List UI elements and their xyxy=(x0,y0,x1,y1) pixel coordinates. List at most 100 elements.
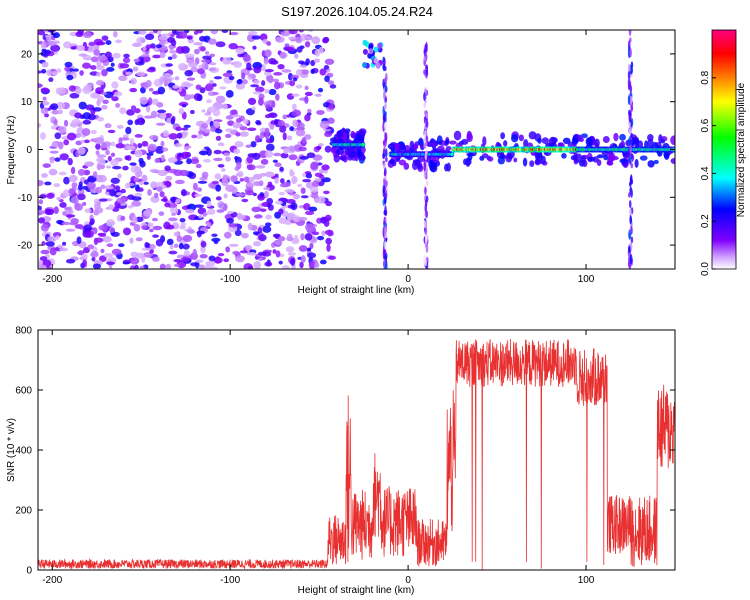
noise-blob xyxy=(111,231,120,237)
vertical-streak xyxy=(385,72,388,82)
noise-blob xyxy=(192,248,198,257)
noise-blob xyxy=(232,250,240,255)
band-halo xyxy=(653,159,659,165)
noise-blob xyxy=(51,142,59,148)
noise-blob xyxy=(174,143,183,148)
band-halo xyxy=(596,159,602,167)
band-halo xyxy=(510,134,519,143)
band-halo xyxy=(350,130,356,139)
noise-blob xyxy=(272,159,279,163)
noise-blob xyxy=(242,79,248,85)
noise-blob xyxy=(157,109,167,114)
band-halo xyxy=(571,136,579,146)
band-halo xyxy=(500,132,506,140)
noise-blob xyxy=(64,65,71,72)
vertical-streak xyxy=(425,69,429,77)
noise-blob xyxy=(273,72,283,76)
vertical-streak xyxy=(423,172,427,179)
noise-blob xyxy=(307,108,312,113)
vertical-streak xyxy=(383,209,387,216)
vertical-streak xyxy=(423,56,427,62)
noise-blob xyxy=(42,96,47,101)
band-halo xyxy=(534,159,543,165)
vertical-streak xyxy=(628,181,632,187)
noise-blob xyxy=(97,232,107,236)
noise-blob xyxy=(172,84,180,89)
colorbar-tick-label: 0.0 xyxy=(700,262,711,276)
vertical-streak xyxy=(383,171,387,177)
noise-blob xyxy=(125,182,131,189)
noise-blob xyxy=(92,263,102,269)
noise-blob xyxy=(311,193,319,199)
noise-blob xyxy=(318,46,324,54)
noise-blob xyxy=(38,179,44,187)
noise-blob xyxy=(107,155,112,162)
noise-blob xyxy=(280,30,291,37)
noise-blob xyxy=(88,221,94,226)
noise-blob xyxy=(125,126,132,135)
noise-blob xyxy=(173,263,180,268)
noise-blob xyxy=(225,89,234,98)
noise-blob xyxy=(297,216,308,221)
noise-blob xyxy=(59,202,67,208)
noise-blob xyxy=(258,97,264,106)
band-halo xyxy=(403,162,410,170)
noise-blob xyxy=(83,169,91,176)
noise-blob xyxy=(228,223,238,228)
noise-blob xyxy=(58,171,67,176)
noise-blob xyxy=(75,140,83,146)
noise-blob xyxy=(198,130,204,135)
noise-blob xyxy=(253,214,263,219)
noise-blob xyxy=(273,152,282,157)
noise-blob xyxy=(245,190,255,196)
noise-blob xyxy=(279,51,287,59)
noise-blob xyxy=(97,55,108,61)
band-halo xyxy=(585,137,594,146)
noise-blob xyxy=(78,184,83,191)
noise-blob xyxy=(191,134,198,139)
noise-blob xyxy=(193,30,199,35)
vertical-streak xyxy=(423,92,426,101)
noise-blob xyxy=(279,125,287,133)
noise-blob xyxy=(251,206,261,213)
noise-blob xyxy=(247,164,256,171)
noise-blob xyxy=(40,223,50,232)
noise-blob xyxy=(88,41,96,47)
noise-blob xyxy=(221,30,229,33)
noise-blob xyxy=(56,244,64,249)
noise-blob xyxy=(53,118,58,126)
noise-blob xyxy=(93,49,101,56)
noise-blob xyxy=(304,85,309,91)
noise-blob xyxy=(122,165,129,171)
noise-blob xyxy=(151,217,158,222)
y-tick-label: 600 xyxy=(15,386,32,397)
noise-blob xyxy=(201,59,211,63)
band-halo xyxy=(607,161,614,166)
noise-blob xyxy=(159,191,165,198)
noise-blob xyxy=(141,225,149,231)
noise-blob xyxy=(133,58,140,63)
band-halo xyxy=(356,147,362,158)
noise-blob xyxy=(74,224,84,230)
noise-blob xyxy=(184,53,195,59)
noise-blob xyxy=(161,184,167,189)
vertical-streak xyxy=(384,121,387,129)
noise-blob xyxy=(252,231,260,236)
band-halo xyxy=(574,153,583,163)
noise-blob xyxy=(92,227,98,235)
noise-blob xyxy=(178,108,184,115)
noise-blob xyxy=(261,251,272,257)
noise-blob xyxy=(101,224,108,232)
noise-blob xyxy=(306,247,312,252)
noise-blob xyxy=(82,119,92,125)
spectrogram-ylabel: Frequency (Hz) xyxy=(6,116,17,185)
noise-blob xyxy=(110,141,116,147)
noise-blob xyxy=(310,186,319,193)
noise-blob xyxy=(145,104,151,113)
vertical-streak xyxy=(630,65,633,75)
band-halo xyxy=(481,153,489,159)
vertical-streak xyxy=(424,199,428,207)
noise-blob xyxy=(41,61,49,68)
noise-blob xyxy=(167,157,178,163)
noise-blob xyxy=(150,181,158,189)
